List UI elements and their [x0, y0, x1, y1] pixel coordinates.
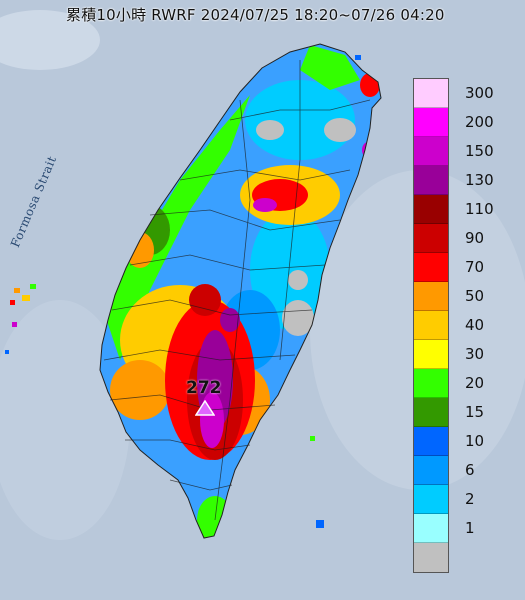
- max-rainfall-value: 272: [186, 378, 222, 398]
- legend-swatch: [414, 166, 448, 195]
- legend-label: 300: [465, 84, 494, 102]
- legend-swatch: [414, 224, 448, 253]
- legend-swatch: [414, 485, 448, 514]
- legend-swatch: [414, 79, 448, 108]
- legend-swatch: [414, 456, 448, 485]
- legend-swatch: [414, 340, 448, 369]
- legend-label: 6: [465, 461, 475, 479]
- legend-swatch: [414, 543, 448, 572]
- legend-label: 130: [465, 171, 494, 189]
- legend-label: 20: [465, 374, 485, 392]
- legend-label: 40: [465, 316, 485, 334]
- legend-swatch: [414, 253, 448, 282]
- legend-label: 1: [465, 519, 475, 537]
- legend-label: 150: [465, 142, 494, 160]
- legend-label: 10: [465, 432, 485, 450]
- triangle-marker-icon: [195, 400, 215, 416]
- legend-label: 70: [465, 258, 485, 276]
- rainfall-legend: [413, 78, 449, 573]
- legend-label: 15: [465, 403, 485, 421]
- legend-swatch: [414, 137, 448, 166]
- legend-swatch: [414, 398, 448, 427]
- legend-label: 50: [465, 287, 485, 305]
- legend-swatch: [414, 514, 448, 543]
- legend-swatch: [414, 427, 448, 456]
- legend-swatch: [414, 311, 448, 340]
- map-title: 累積10小時 RWRF 2024/07/25 18:20~07/26 04:20: [66, 6, 445, 24]
- legend-swatch: [414, 108, 448, 137]
- legend-label: 200: [465, 113, 494, 131]
- legend-label: 90: [465, 229, 485, 247]
- legend-label: 30: [465, 345, 485, 363]
- legend-swatch: [414, 369, 448, 398]
- legend-swatch: [414, 282, 448, 311]
- legend-label: 110: [465, 200, 494, 218]
- legend-label: 2: [465, 490, 475, 508]
- legend-swatch: [414, 195, 448, 224]
